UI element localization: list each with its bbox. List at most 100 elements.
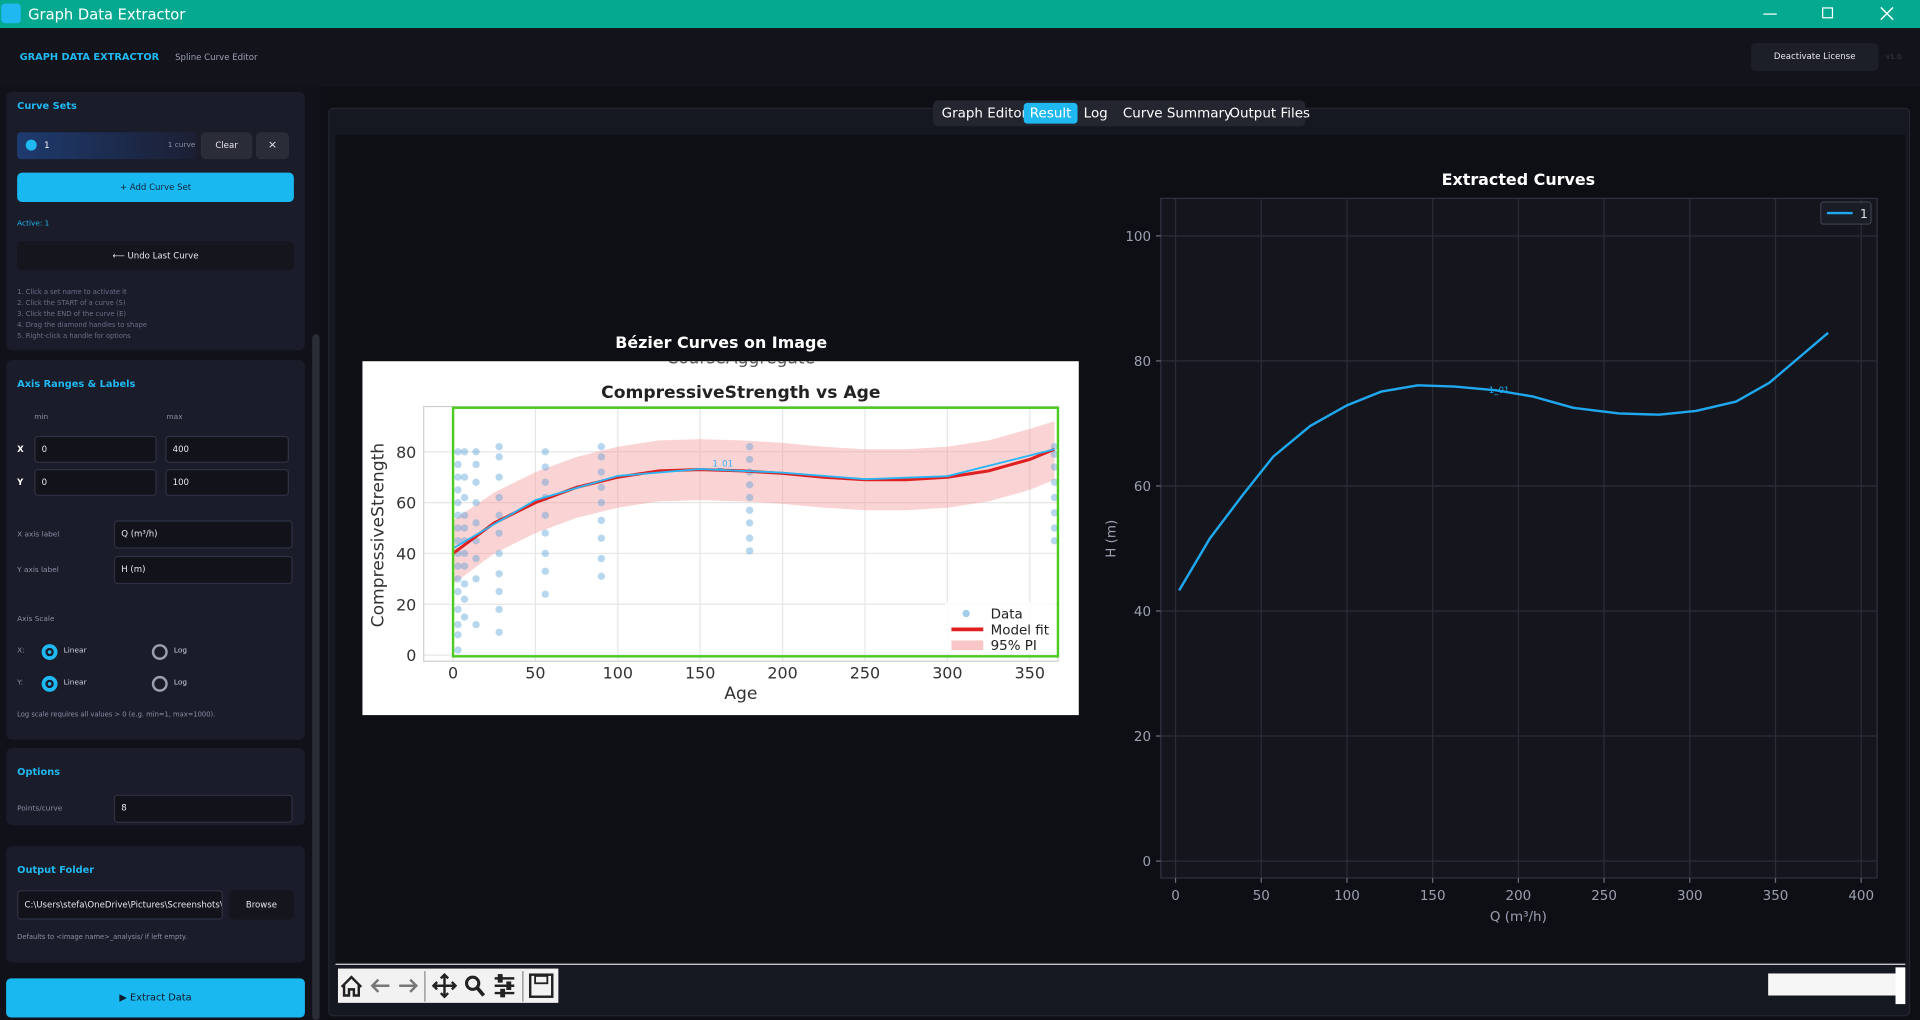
pan-icon[interactable] [431, 972, 458, 999]
curve-set-name[interactable]: 1 [44, 140, 50, 151]
tab[interactable]: Graph Editor [941, 105, 1028, 122]
data-point [460, 549, 469, 558]
toolbar-separator [335, 963, 1906, 965]
data-point [472, 478, 480, 486]
data-point [541, 567, 549, 575]
y-tick-label: 60 [1134, 480, 1151, 495]
data-point [597, 468, 605, 476]
x-axis-label-input[interactable]: Q (m³/h) [113, 520, 293, 549]
header-subtitle: Spline Curve Editor [175, 52, 258, 63]
window-title: Graph Data Extractor [28, 6, 186, 24]
data-point [495, 453, 503, 461]
y-axis-label-input[interactable]: H (m) [113, 555, 293, 585]
x-axis-label: Age [724, 684, 757, 704]
remove-set-button[interactable]: × [255, 132, 289, 160]
radio-checked[interactable] [41, 644, 58, 660]
extract-button[interactable]: ▶ Extract Data [6, 978, 305, 1018]
clear-button[interactable]: Clear [200, 132, 253, 160]
data-point [745, 534, 754, 542]
data-point [460, 580, 469, 588]
radio-checked[interactable] [41, 675, 58, 692]
x-min-input[interactable]: 0 [34, 435, 157, 463]
data-point [460, 562, 469, 570]
save-icon[interactable] [528, 973, 554, 998]
data-point [541, 448, 549, 456]
restore-button[interactable] [1822, 7, 1834, 19]
radio-label[interactable]: Log [173, 678, 188, 687]
data-point [454, 537, 462, 545]
radio-label[interactable]: Log [173, 646, 188, 656]
data-point [460, 595, 469, 603]
tab[interactable]: Curve Summary [1122, 105, 1232, 122]
legend-label: Data [991, 607, 1023, 622]
x-tick-label: 100 [1334, 889, 1360, 904]
axis-calibration-box [451, 406, 1060, 658]
data-point [472, 448, 480, 456]
data-point [1050, 537, 1059, 545]
data-point [541, 549, 549, 558]
y-max-input[interactable]: 100 [165, 468, 289, 496]
data-point [495, 587, 503, 596]
data-point [454, 511, 462, 519]
tab[interactable]: Result [1023, 102, 1078, 124]
data-point [541, 511, 549, 519]
data-point [745, 519, 754, 527]
data-point [495, 529, 503, 537]
data-point [597, 554, 605, 563]
x-max-input[interactable]: 400 [165, 435, 289, 463]
data-point [460, 448, 469, 456]
y-tick-label: 40 [396, 545, 416, 564]
tab[interactable]: Output Files [1229, 105, 1311, 122]
back-icon[interactable] [370, 978, 390, 993]
tab[interactable]: Log [1083, 105, 1108, 122]
data-point [454, 448, 462, 456]
data-point [472, 460, 480, 469]
home-icon[interactable] [340, 975, 363, 997]
active-set: Active: 1 [17, 219, 50, 228]
data-point [454, 473, 462, 481]
data-point [541, 463, 549, 471]
resize-grip [1895, 967, 1906, 1005]
slider-knob [500, 988, 506, 998]
x-tick-label: 200 [1506, 889, 1532, 904]
radio-unchecked[interactable] [151, 644, 168, 660]
undo-button[interactable]: ⟵ Undo Last Curve [17, 241, 294, 271]
data-point [454, 646, 462, 654]
data-point [541, 478, 549, 486]
legend-label: 1 [1860, 207, 1868, 221]
minimize-button[interactable] [1763, 13, 1777, 15]
deactivate-license-button[interactable]: Deactivate License [1751, 42, 1879, 72]
radio-label[interactable]: Linear [63, 646, 87, 656]
scrollbar[interactable] [312, 334, 320, 1020]
add-curve-set-button[interactable]: + Add Curve Set [17, 172, 294, 203]
data-point [454, 587, 462, 596]
panel-heading: Output Folder [17, 864, 95, 876]
browse-button[interactable]: Browse [228, 890, 294, 920]
zoom-icon[interactable] [465, 975, 481, 991]
data-point [495, 473, 503, 481]
legend-label: Model fit [991, 623, 1049, 638]
forward-icon[interactable] [399, 978, 419, 993]
data-point [472, 554, 480, 563]
points-input[interactable]: 8 [113, 794, 293, 823]
radio-label[interactable]: Linear [63, 678, 87, 687]
data-point [495, 443, 503, 451]
curve-set-row[interactable] [17, 132, 196, 160]
slider-knob [497, 974, 503, 983]
data-point [460, 493, 469, 502]
points-caption: Points/curve [17, 804, 63, 814]
x-tick-label: 250 [1591, 889, 1617, 904]
y-min-input[interactable]: 0 [34, 468, 157, 496]
y-tick-label: 20 [1134, 730, 1151, 745]
x-tick-label: 300 [1677, 889, 1703, 904]
slider-knob [506, 981, 512, 991]
y-scale-caption: Y: [17, 678, 24, 687]
y-axis-label: H (m) [1105, 520, 1120, 558]
x-tick-label: 200 [767, 663, 797, 682]
legend-marker [962, 609, 970, 618]
panel-heading: Options [17, 766, 61, 778]
output-path-input[interactable]: C:\Users\stefa\OneDrive\Pictures\Screens… [17, 890, 223, 920]
close-button[interactable] [1880, 6, 1895, 21]
radio-unchecked[interactable] [151, 675, 168, 692]
